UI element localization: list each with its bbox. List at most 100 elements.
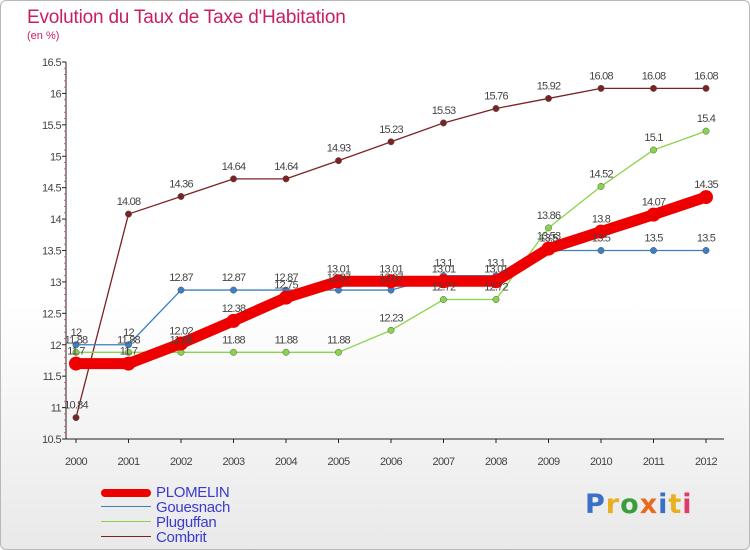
- data-point-pluguffan: [282, 348, 290, 356]
- data-label-plomelin: 12.02: [169, 325, 193, 337]
- data-point-pluguffan: [597, 182, 605, 190]
- legend: PLOMELIN Gouesnach Pluguffan Combrit: [101, 484, 301, 546]
- data-point-plomelin: [226, 313, 241, 328]
- page-title: Evolution du Taux de Taxe d'Habitation: [27, 7, 346, 28]
- data-label-plomelin: 11.7: [67, 346, 85, 358]
- data-label-pluguffan: 14.52: [589, 168, 613, 180]
- data-label-gouesnach: 13.1: [487, 258, 506, 270]
- data-point-pluguffan: [440, 296, 447, 303]
- x-tick-label: 2000: [65, 456, 88, 468]
- x-tick-label: 2003: [222, 456, 245, 468]
- y-tick-label: 14: [50, 214, 62, 226]
- data-point-gouesnach: [72, 341, 80, 349]
- legend-swatch-plomelin: [101, 489, 151, 497]
- data-label-pluguffan: 15.4: [697, 113, 716, 125]
- data-point-plomelin: [331, 274, 346, 289]
- y-tick-label: 11: [51, 403, 62, 415]
- data-label-pluguffan: 11.88: [117, 334, 140, 346]
- data-point-combrit: [650, 84, 657, 92]
- logo-letter: P: [585, 489, 606, 520]
- data-point-combrit: [597, 84, 605, 92]
- x-tick-label: 2011: [643, 456, 665, 468]
- data-point-combrit: [125, 210, 132, 218]
- x-tick-label: 2005: [327, 456, 350, 468]
- x-tick-label: 2009: [537, 456, 560, 468]
- data-label-combrit: 15.53: [432, 105, 456, 117]
- chart-subtitle: (en %): [27, 30, 60, 42]
- data-label-plomelin: 13.01: [379, 263, 403, 275]
- data-point-gouesnach: [650, 247, 657, 254]
- data-label-pluguffan: 13.86: [537, 210, 561, 222]
- data-label-combrit: 16.08: [642, 70, 666, 82]
- data-point-plomelin: [541, 241, 556, 256]
- data-label-gouesnach: 12: [123, 327, 134, 339]
- data-label-gouesnach: 12.87: [379, 272, 403, 284]
- data-label-pluguffan: 11.88: [327, 334, 350, 346]
- legend-item-plomelin[interactable]: PLOMELIN: [101, 484, 301, 501]
- y-tick-label: 15.5: [42, 120, 61, 132]
- data-point-pluguffan: [545, 224, 552, 232]
- data-label-combrit: 15.92: [537, 80, 561, 92]
- x-tick-label: 2007: [432, 456, 455, 468]
- data-point-gouesnach: [702, 247, 710, 254]
- data-label-pluguffan: 15.1: [644, 132, 663, 144]
- data-point-combrit: [702, 84, 710, 92]
- data-label-gouesnach: 12.87: [222, 272, 246, 284]
- data-point-pluguffan: [650, 146, 657, 154]
- data-label-combrit: 14.36: [169, 178, 193, 190]
- data-point-plomelin: [646, 207, 661, 222]
- legend-label: Pluguffan: [156, 514, 217, 531]
- y-tick-label: 14.5: [42, 183, 61, 195]
- legend-item-gouesnach[interactable]: Gouesnach: [101, 499, 301, 516]
- y-tick-label: 12.5: [42, 308, 61, 320]
- data-point-combrit: [387, 138, 395, 146]
- legend-swatch-gouesnach: [101, 506, 151, 507]
- y-tick-label: 16: [50, 88, 62, 100]
- x-tick-label: 2006: [380, 456, 403, 468]
- series-line-combrit: [75, 87, 707, 419]
- x-tick-label: 2002: [170, 456, 193, 468]
- legend-item-combrit[interactable]: Combrit: [101, 529, 301, 546]
- data-point-pluguffan: [125, 348, 132, 356]
- data-label-gouesnach: 12: [71, 327, 82, 339]
- legend-label: PLOMELIN: [156, 484, 230, 501]
- logo-letter: i: [682, 489, 693, 520]
- data-point-combrit: [440, 119, 447, 127]
- data-point-combrit: [230, 175, 237, 183]
- data-point-pluguffan: [702, 127, 710, 135]
- data-label-combrit: 14.08: [117, 196, 141, 208]
- data-point-plomelin: [594, 224, 608, 239]
- data-label-pluguffan: 12.23: [379, 312, 403, 324]
- data-label-plomelin: 13.8: [592, 214, 611, 226]
- data-label-pluguffan: 11.88: [222, 334, 245, 346]
- proxiti-logo: Proxiti: [585, 489, 693, 520]
- logo-letter: i: [658, 489, 669, 520]
- data-point-plomelin: [279, 290, 293, 305]
- data-point-plomelin: [436, 274, 451, 289]
- data-point-combrit: [492, 105, 500, 112]
- logo-letter: r: [605, 489, 621, 520]
- logo-letter: t: [668, 489, 683, 520]
- data-point-gouesnach: [125, 341, 132, 349]
- data-point-pluguffan: [335, 348, 342, 356]
- data-point-pluguffan: [230, 348, 237, 356]
- legend-label: Combrit: [156, 529, 207, 546]
- data-label-gouesnach: 13.5: [539, 233, 558, 245]
- data-point-plomelin: [489, 274, 503, 289]
- data-label-plomelin: 13.01: [484, 263, 508, 275]
- series-layer: [69, 84, 713, 422]
- data-point-gouesnach: [230, 286, 237, 294]
- legend-item-pluguffan[interactable]: Pluguffan: [101, 514, 301, 531]
- data-label-plomelin: 11.7: [120, 346, 138, 358]
- data-label-pluguffan: 11.88: [170, 334, 193, 346]
- data-point-combrit: [545, 94, 552, 102]
- x-tick-label: 2010: [590, 456, 613, 468]
- data-point-pluguffan: [492, 296, 500, 303]
- chart-axes: 10.5 11 11.5 12 12.5 13 13.5 14 14.5 15 15.5 16 16.5…: [42, 57, 724, 468]
- legend-swatch-combrit: [101, 536, 151, 537]
- y-tick-label: 15: [50, 151, 62, 163]
- legend-swatch-pluguffan: [101, 521, 151, 522]
- data-point-combrit: [72, 414, 80, 422]
